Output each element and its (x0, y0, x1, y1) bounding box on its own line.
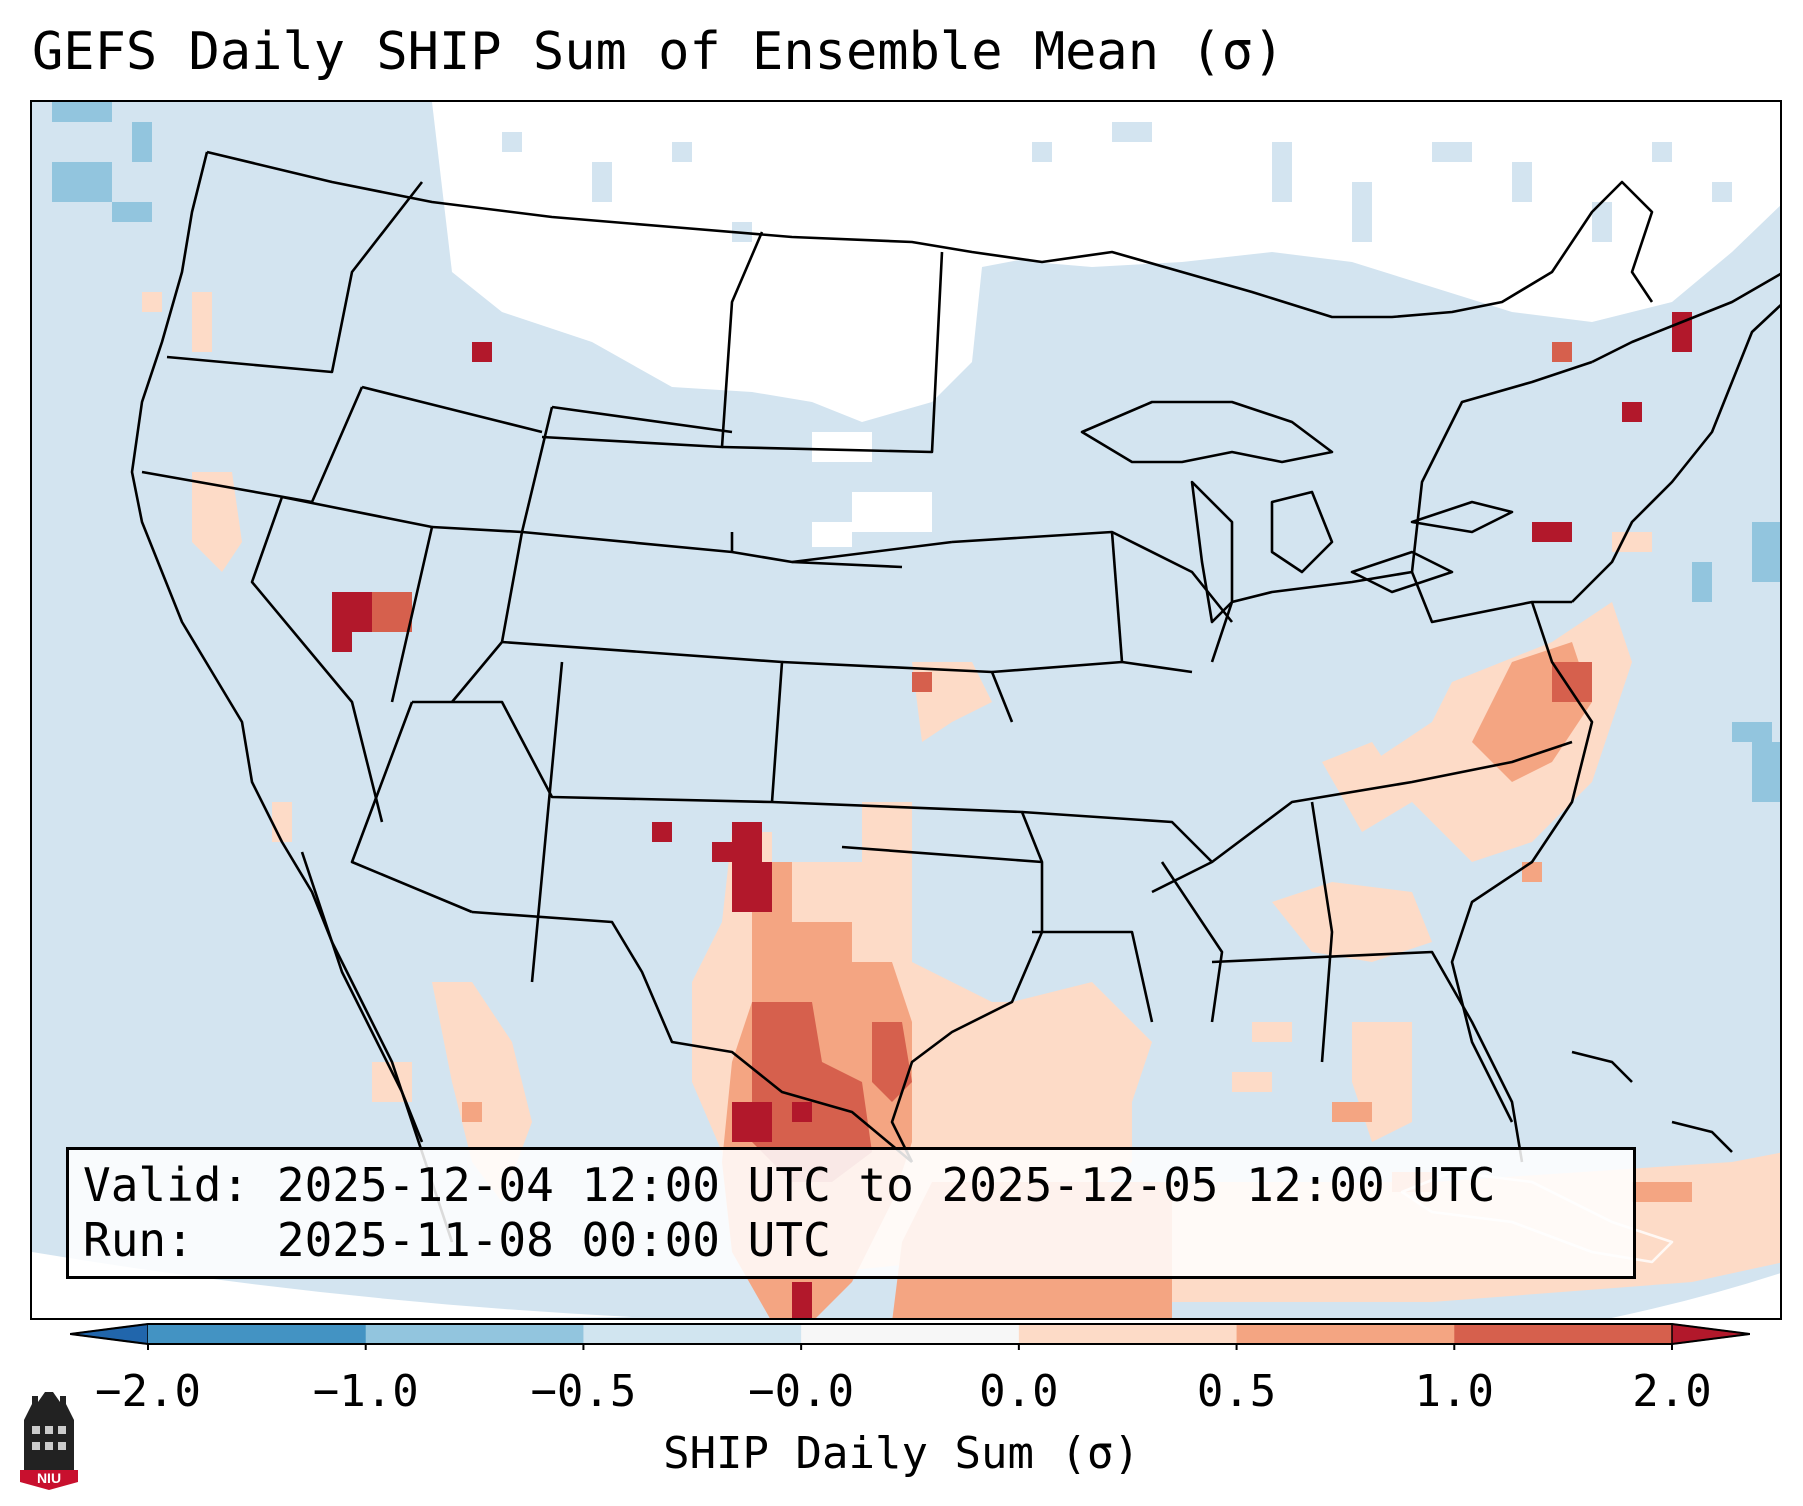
page-title: GEFS Daily SHIP Sum of Ensemble Mean (σ) (32, 22, 1285, 82)
colorbar-bin (801, 1324, 1020, 1344)
colorbar-tick-label: −2.0 (95, 1366, 201, 1417)
colorbar-tick-label: −0.0 (748, 1366, 855, 1417)
colorbar-bin (1236, 1324, 1455, 1344)
coastline-and-borders (130, 150, 1780, 1264)
colorbar-bin (148, 1324, 367, 1344)
colorbar-tick-label: −1.0 (312, 1366, 419, 1417)
map-panel (30, 100, 1782, 1320)
colorbar-tick-label: 2.0 (1632, 1366, 1712, 1417)
colorbar-bin (365, 1324, 584, 1344)
university-tower-logo-icon: NIU (20, 1392, 78, 1490)
positive-anomaly-extreme (332, 312, 1692, 1318)
run-value: 2025-11-08 00:00 UTC (276, 1213, 831, 1267)
run-label: Run: (83, 1213, 194, 1267)
colorbar-label: SHIP Daily Sum (σ) (663, 1428, 1140, 1479)
colorbar-tick-label: 1.0 (1414, 1366, 1495, 1417)
negative-anomaly-patches (52, 102, 1780, 802)
positive-anomaly-strong (372, 342, 1592, 1182)
colorbar (70, 1323, 1750, 1350)
validity-info-box: Valid: 2025-12-04 12:00 UTC to 2025-12-0… (66, 1147, 1636, 1279)
colorbar-bin (1018, 1324, 1238, 1344)
colorbar-bin (1454, 1324, 1673, 1344)
valid-label: Valid: (83, 1158, 250, 1212)
colorbar-extend-low (70, 1323, 149, 1345)
colorbar-tick-label: 0.5 (1196, 1366, 1277, 1417)
map-canvas (32, 102, 1780, 1318)
colorbar-bin (583, 1324, 802, 1344)
colorbar-tick-label: −0.5 (530, 1366, 637, 1417)
valid-value: 2025-12-04 12:00 UTC to 2025-12-05 12:00… (276, 1158, 1496, 1212)
speckles (502, 122, 1732, 242)
near-zero-regions (32, 102, 1780, 1318)
colorbar-extend-high (1671, 1323, 1750, 1345)
logo-text: NIU (37, 1470, 61, 1486)
colorbar-tick-label: 0.0 (979, 1366, 1059, 1417)
